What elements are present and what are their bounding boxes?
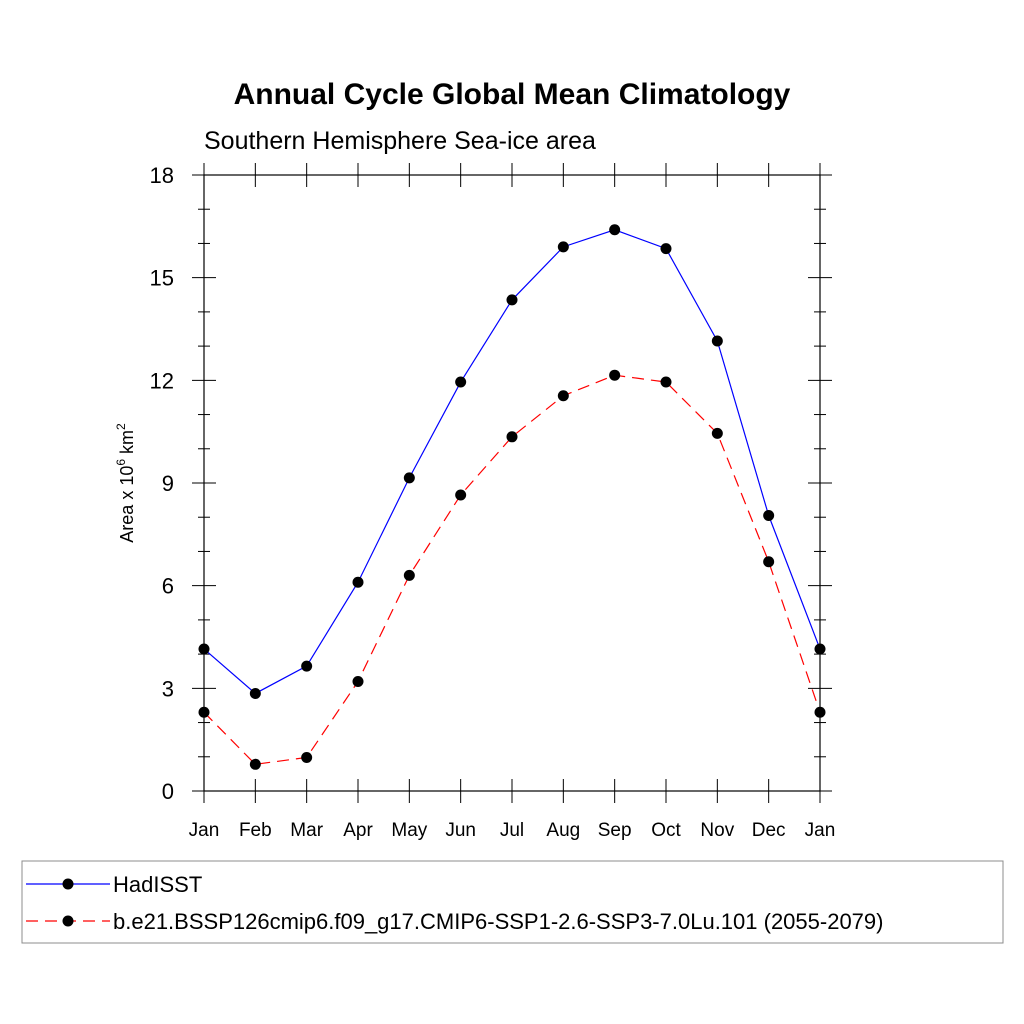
x-tick-label: Feb [239, 820, 272, 841]
series-1-point [506, 294, 518, 306]
chart-title: Annual Cycle Global Mean Climatology [234, 78, 791, 111]
series-2-point [506, 431, 518, 443]
plot-frame [203, 174, 821, 792]
series-1-point [814, 643, 826, 655]
x-tick-label: Apr [343, 820, 373, 841]
y-axis-label-unit: km [117, 430, 137, 459]
y-axis-label: Area x 106 km2 [114, 423, 137, 543]
series-2-point [352, 675, 364, 687]
x-tick-label: Nov [700, 820, 734, 841]
series-2-point [814, 706, 826, 718]
series-1-point [249, 687, 261, 699]
y-axis-label-exponent: 6 [114, 459, 128, 466]
series-2-point [711, 427, 723, 439]
legend-label-1: HadISST [113, 872, 202, 897]
series-1-point [609, 224, 621, 236]
series-2-point [660, 376, 672, 388]
series-1-point [352, 576, 364, 588]
legend: HadISST b.e21.BSSP126cmip6.f09_g17.CMIP6-… [21, 860, 1004, 944]
y-tick-label: 3 [162, 676, 174, 701]
x-tick-label: May [391, 820, 427, 841]
series-1-point [763, 510, 775, 522]
series-1-point [660, 243, 672, 255]
series-2-point [455, 489, 467, 501]
series-1-point [711, 335, 723, 347]
plot-axes: Jan Feb Mar Apr May Jun Jul Aug Sep Oct Nov Dec Jan 0… [150, 163, 836, 841]
legend-marker-1 [62, 878, 74, 890]
y-axis-label-base: Area x 10 [117, 466, 137, 543]
series-layer [198, 224, 826, 770]
series-2-point [403, 569, 415, 581]
series-1-point [198, 643, 210, 655]
x-tick-label: Jun [445, 820, 476, 841]
legend-marker-2 [62, 915, 74, 927]
series-2-point [763, 556, 775, 568]
series-2-point [249, 758, 261, 770]
x-tick-label: Jan [189, 820, 220, 841]
series-2-point [609, 369, 621, 381]
y-tick-label: 15 [150, 266, 174, 291]
y-tick-label: 9 [162, 471, 174, 496]
series-1-point [455, 376, 467, 388]
series-2-point [301, 751, 313, 763]
legend-box [21, 860, 1004, 944]
x-tick-label: Sep [598, 820, 632, 841]
y-tick-label: 18 [150, 163, 174, 188]
series-1-point [403, 472, 415, 484]
x-tick-label: Mar [290, 820, 323, 841]
chart-subtitle: Southern Hemisphere Sea-ice area [204, 127, 596, 155]
series-1-point [557, 241, 569, 253]
legend-label-2: b.e21.BSSP126cmip6.f09_g17.CMIP6-SSP1-2.… [113, 909, 883, 934]
series-1-point [301, 660, 313, 672]
x-tick-label: Oct [651, 820, 681, 841]
x-tick-label: Aug [546, 820, 580, 841]
x-tick-label: Dec [752, 820, 786, 841]
y-tick-label: 0 [162, 779, 174, 804]
series-2-point [557, 390, 569, 402]
x-tick-label: Jan [805, 820, 836, 841]
y-tick-label: 6 [162, 574, 174, 599]
series-2-point [198, 706, 210, 718]
y-axis-label-unit-exponent: 2 [114, 423, 128, 430]
svg-text:Area x 106 km2: Area x 106 km2 [114, 423, 137, 543]
x-tick-label: Jul [500, 820, 524, 841]
y-tick-label: 12 [150, 368, 174, 393]
